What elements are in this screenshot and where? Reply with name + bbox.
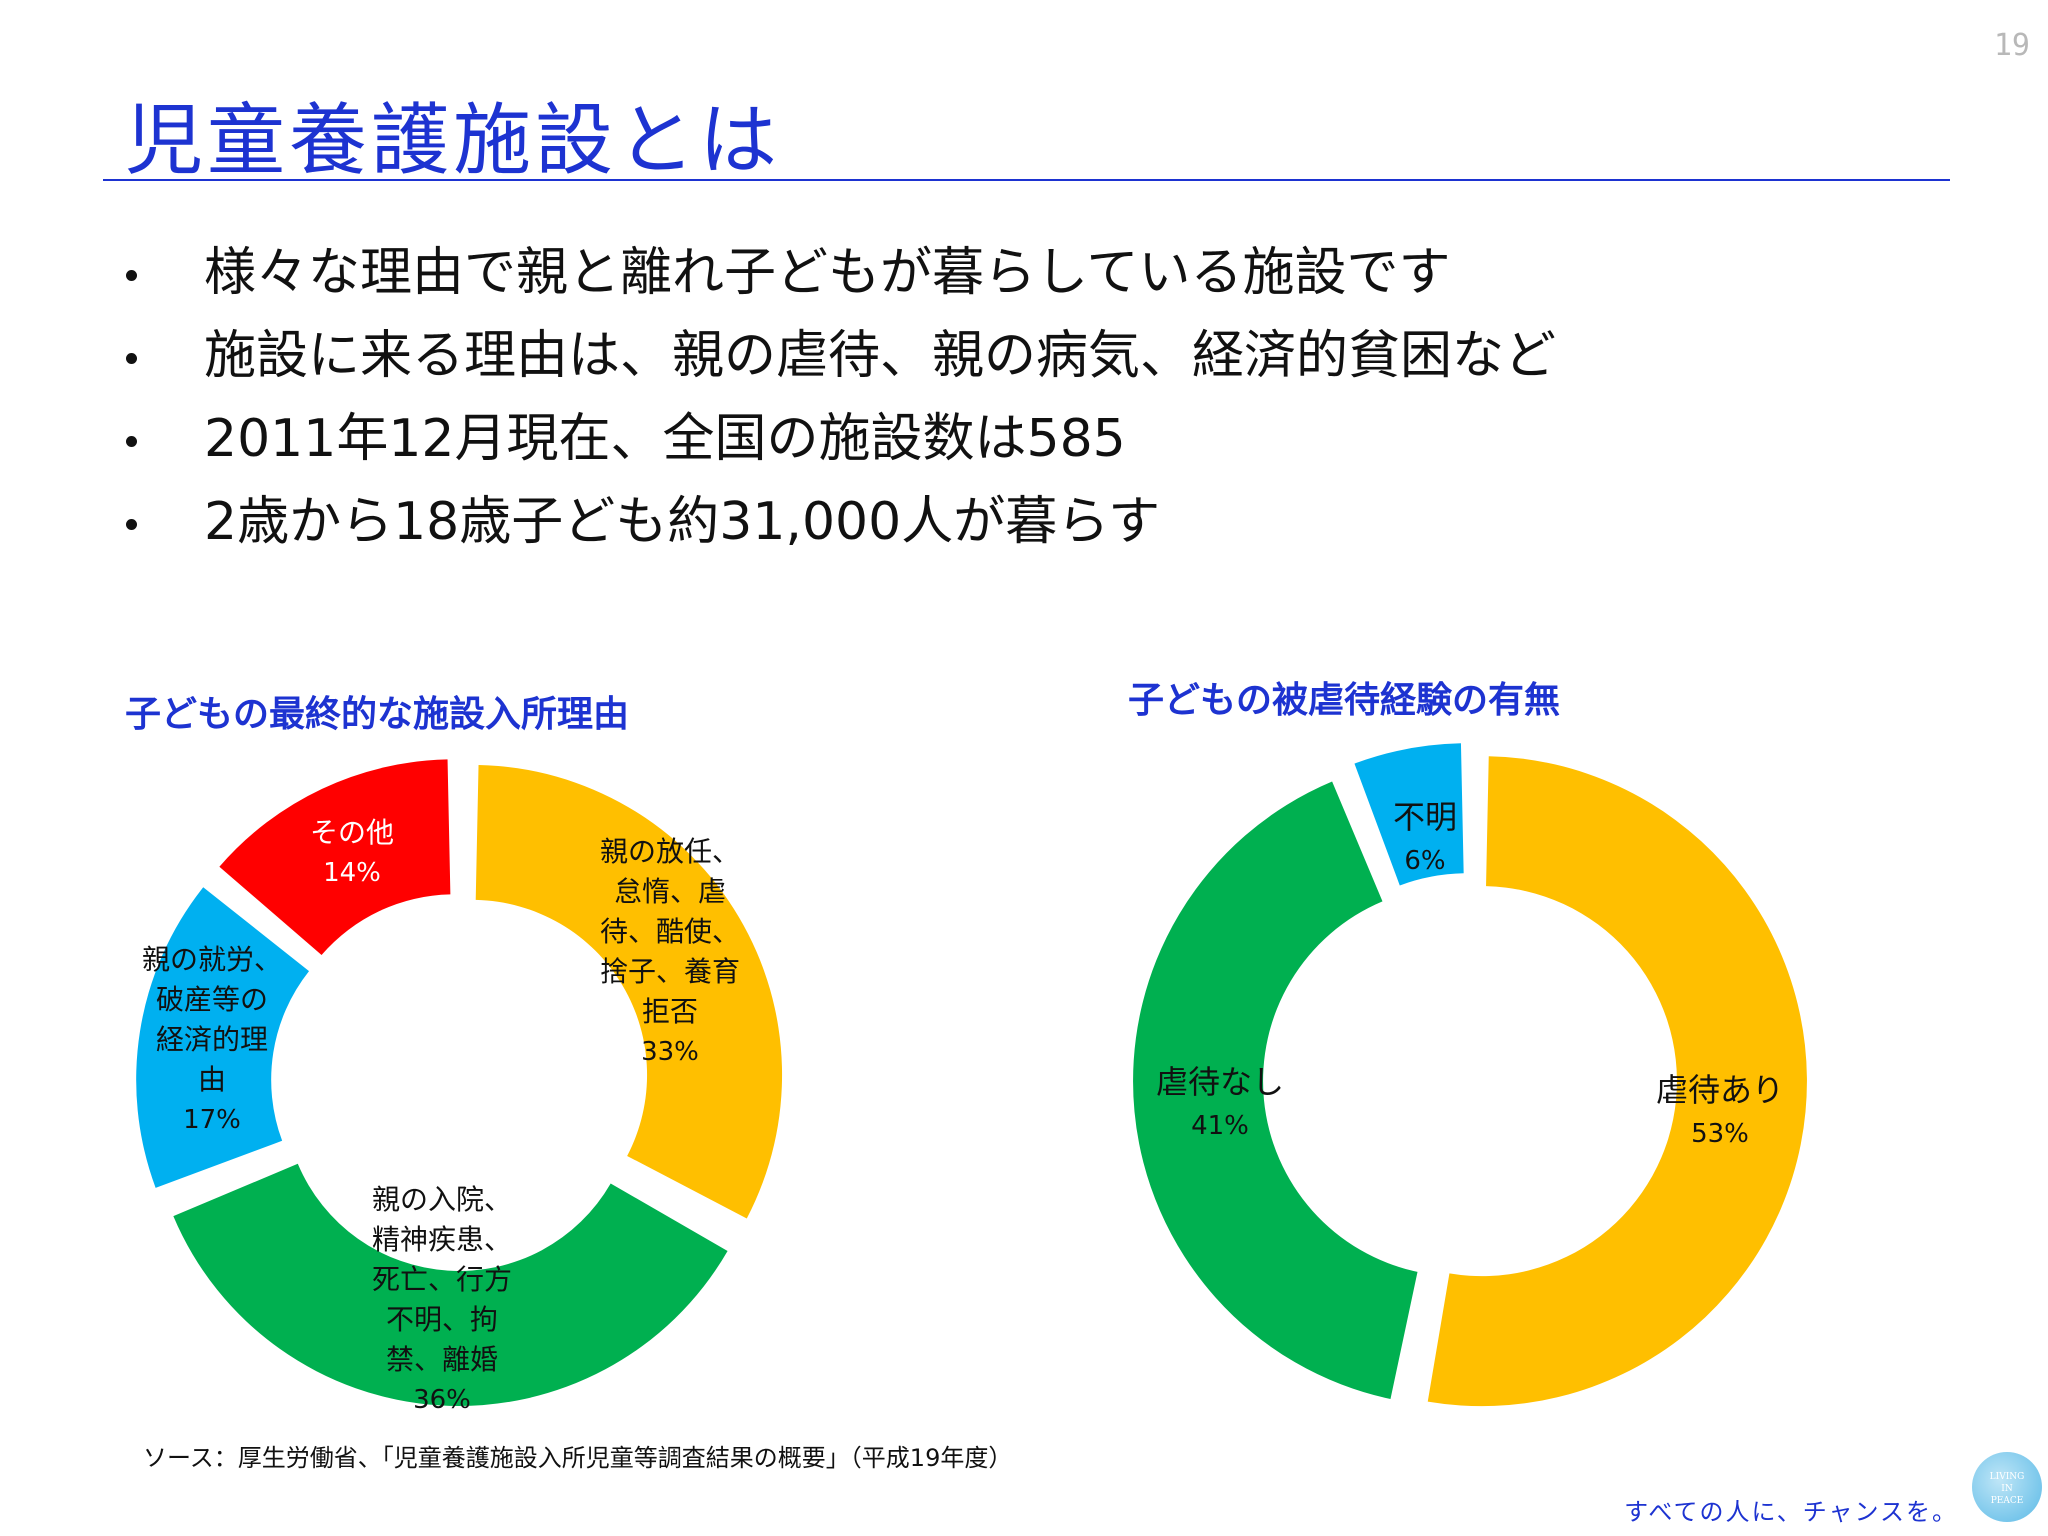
slice-neglect-abuse <box>475 764 783 1219</box>
slice-label-line: 親の放任、 <box>599 835 740 868</box>
slice-label-line: 禁、離婚 <box>385 1343 498 1376</box>
bullet-list: 様々な理由で親と離れ子どもが暮らしている施設です 施設に来る理由は、親の虐待、親… <box>120 232 1556 564</box>
bullet-text: 2歳から18歳子ども約31,000人が暮らす <box>204 492 1161 552</box>
slice-other <box>219 759 451 955</box>
slice-label-line: その他 <box>309 816 394 849</box>
slice-label-line: 虐待なし <box>1155 1063 1284 1101</box>
donut-chart-abuse-experience <box>1133 743 1807 1407</box>
slice-percent: 41% <box>1191 1111 1249 1141</box>
bullet-item: 2歳から18歳子ども約31,000人が暮らす <box>120 481 1556 564</box>
slice-label-economic: 親の就労、破産等の経済的理由 17% <box>132 940 292 1140</box>
slice-percent: 36% <box>413 1385 471 1415</box>
slice-label-line: 精神疾患、 <box>371 1223 512 1256</box>
slice-label-neglect-abuse: 親の放任、怠惰、虐待、酷使、捨子、養育拒否 33% <box>590 832 750 1072</box>
slice-label-line: 不明、拘 <box>385 1303 498 1336</box>
slice-label-line: 破産等の <box>155 983 268 1016</box>
chart-title-abuse-experience: 子どもの被虐待経験の有無 <box>1128 680 1561 721</box>
slice-label-line: 死亡、行方 <box>371 1263 512 1296</box>
source-note: ソース：厚生労働省、「児童養護施設入所児童等調査結果の概要」（平成19年度） <box>143 1444 1013 1472</box>
bullet-item: 2011年12月現在、全国の施設数は585 <box>120 398 1556 481</box>
slice-not-abused <box>1133 781 1418 1400</box>
bullet-dot-icon <box>126 436 137 447</box>
slice-label-line: 親の入院、 <box>371 1183 512 1216</box>
organization-logo: LIVING IN PEACE <box>1972 1452 2042 1522</box>
page-number: 19 <box>1993 28 2030 63</box>
bullet-text: 様々な理由で親と離れ子どもが暮らしている施設です <box>204 243 1451 303</box>
slice-label-unknown: 不明 6% <box>1375 795 1475 883</box>
bullet-dot-icon <box>126 270 137 281</box>
slice-label-line: 虐待あり <box>1655 1071 1784 1109</box>
title-divider <box>103 179 1950 181</box>
bullet-text: 2011年12月現在、全国の施設数は585 <box>204 409 1126 469</box>
bullet-text: 施設に来る理由は、親の虐待、親の病気、経済的貧困など <box>204 326 1557 386</box>
slice-label-line: 経済的理 <box>155 1023 268 1056</box>
slice-label-not-abused: 虐待なし 41% <box>1140 1060 1300 1148</box>
slice-label-line: 親の就労、 <box>141 943 282 976</box>
tagline: すべての人に、チャンスを。 <box>1624 1498 1958 1526</box>
slice-percent: 33% <box>641 1037 699 1067</box>
slice-label-other: その他 14% <box>277 813 427 893</box>
slice-label-line: 拒否 <box>641 995 698 1028</box>
slice-label-line: 不明 <box>1392 798 1457 836</box>
slice-percent: 17% <box>183 1105 241 1135</box>
slice-label-line: 待、酷使、 <box>599 915 740 948</box>
slice-label-abused: 虐待あり 53% <box>1635 1068 1805 1156</box>
bullet-item: 様々な理由で親と離れ子どもが暮らしている施設です <box>120 232 1556 315</box>
slice-hospital-illness <box>173 1163 728 1406</box>
slice-label-line: 由 <box>197 1063 226 1096</box>
slice-label-line: 捨子、養育 <box>599 955 740 988</box>
page-title: 児童養護施設とは <box>125 96 782 186</box>
slice-label-hospital-illness: 親の入院、精神疾患、死亡、行方不明、拘禁、離婚 36% <box>362 1180 522 1420</box>
slice-label-line: 怠惰、虐 <box>613 875 726 908</box>
bullet-dot-icon <box>126 519 137 530</box>
slice-abused <box>1427 756 1807 1407</box>
donut-chart-admission-reasons <box>136 759 783 1406</box>
bullet-item: 施設に来る理由は、親の虐待、親の病気、経済的貧困など <box>120 315 1556 398</box>
slice-economic <box>136 887 310 1188</box>
slice-percent: 14% <box>323 858 381 888</box>
bullet-dot-icon <box>126 353 137 364</box>
chart-title-admission-reasons: 子どもの最終的な施設入所理由 <box>125 694 630 735</box>
slice-unknown <box>1354 743 1464 886</box>
slice-percent: 6% <box>1404 846 1446 876</box>
slice-percent: 53% <box>1691 1119 1749 1149</box>
